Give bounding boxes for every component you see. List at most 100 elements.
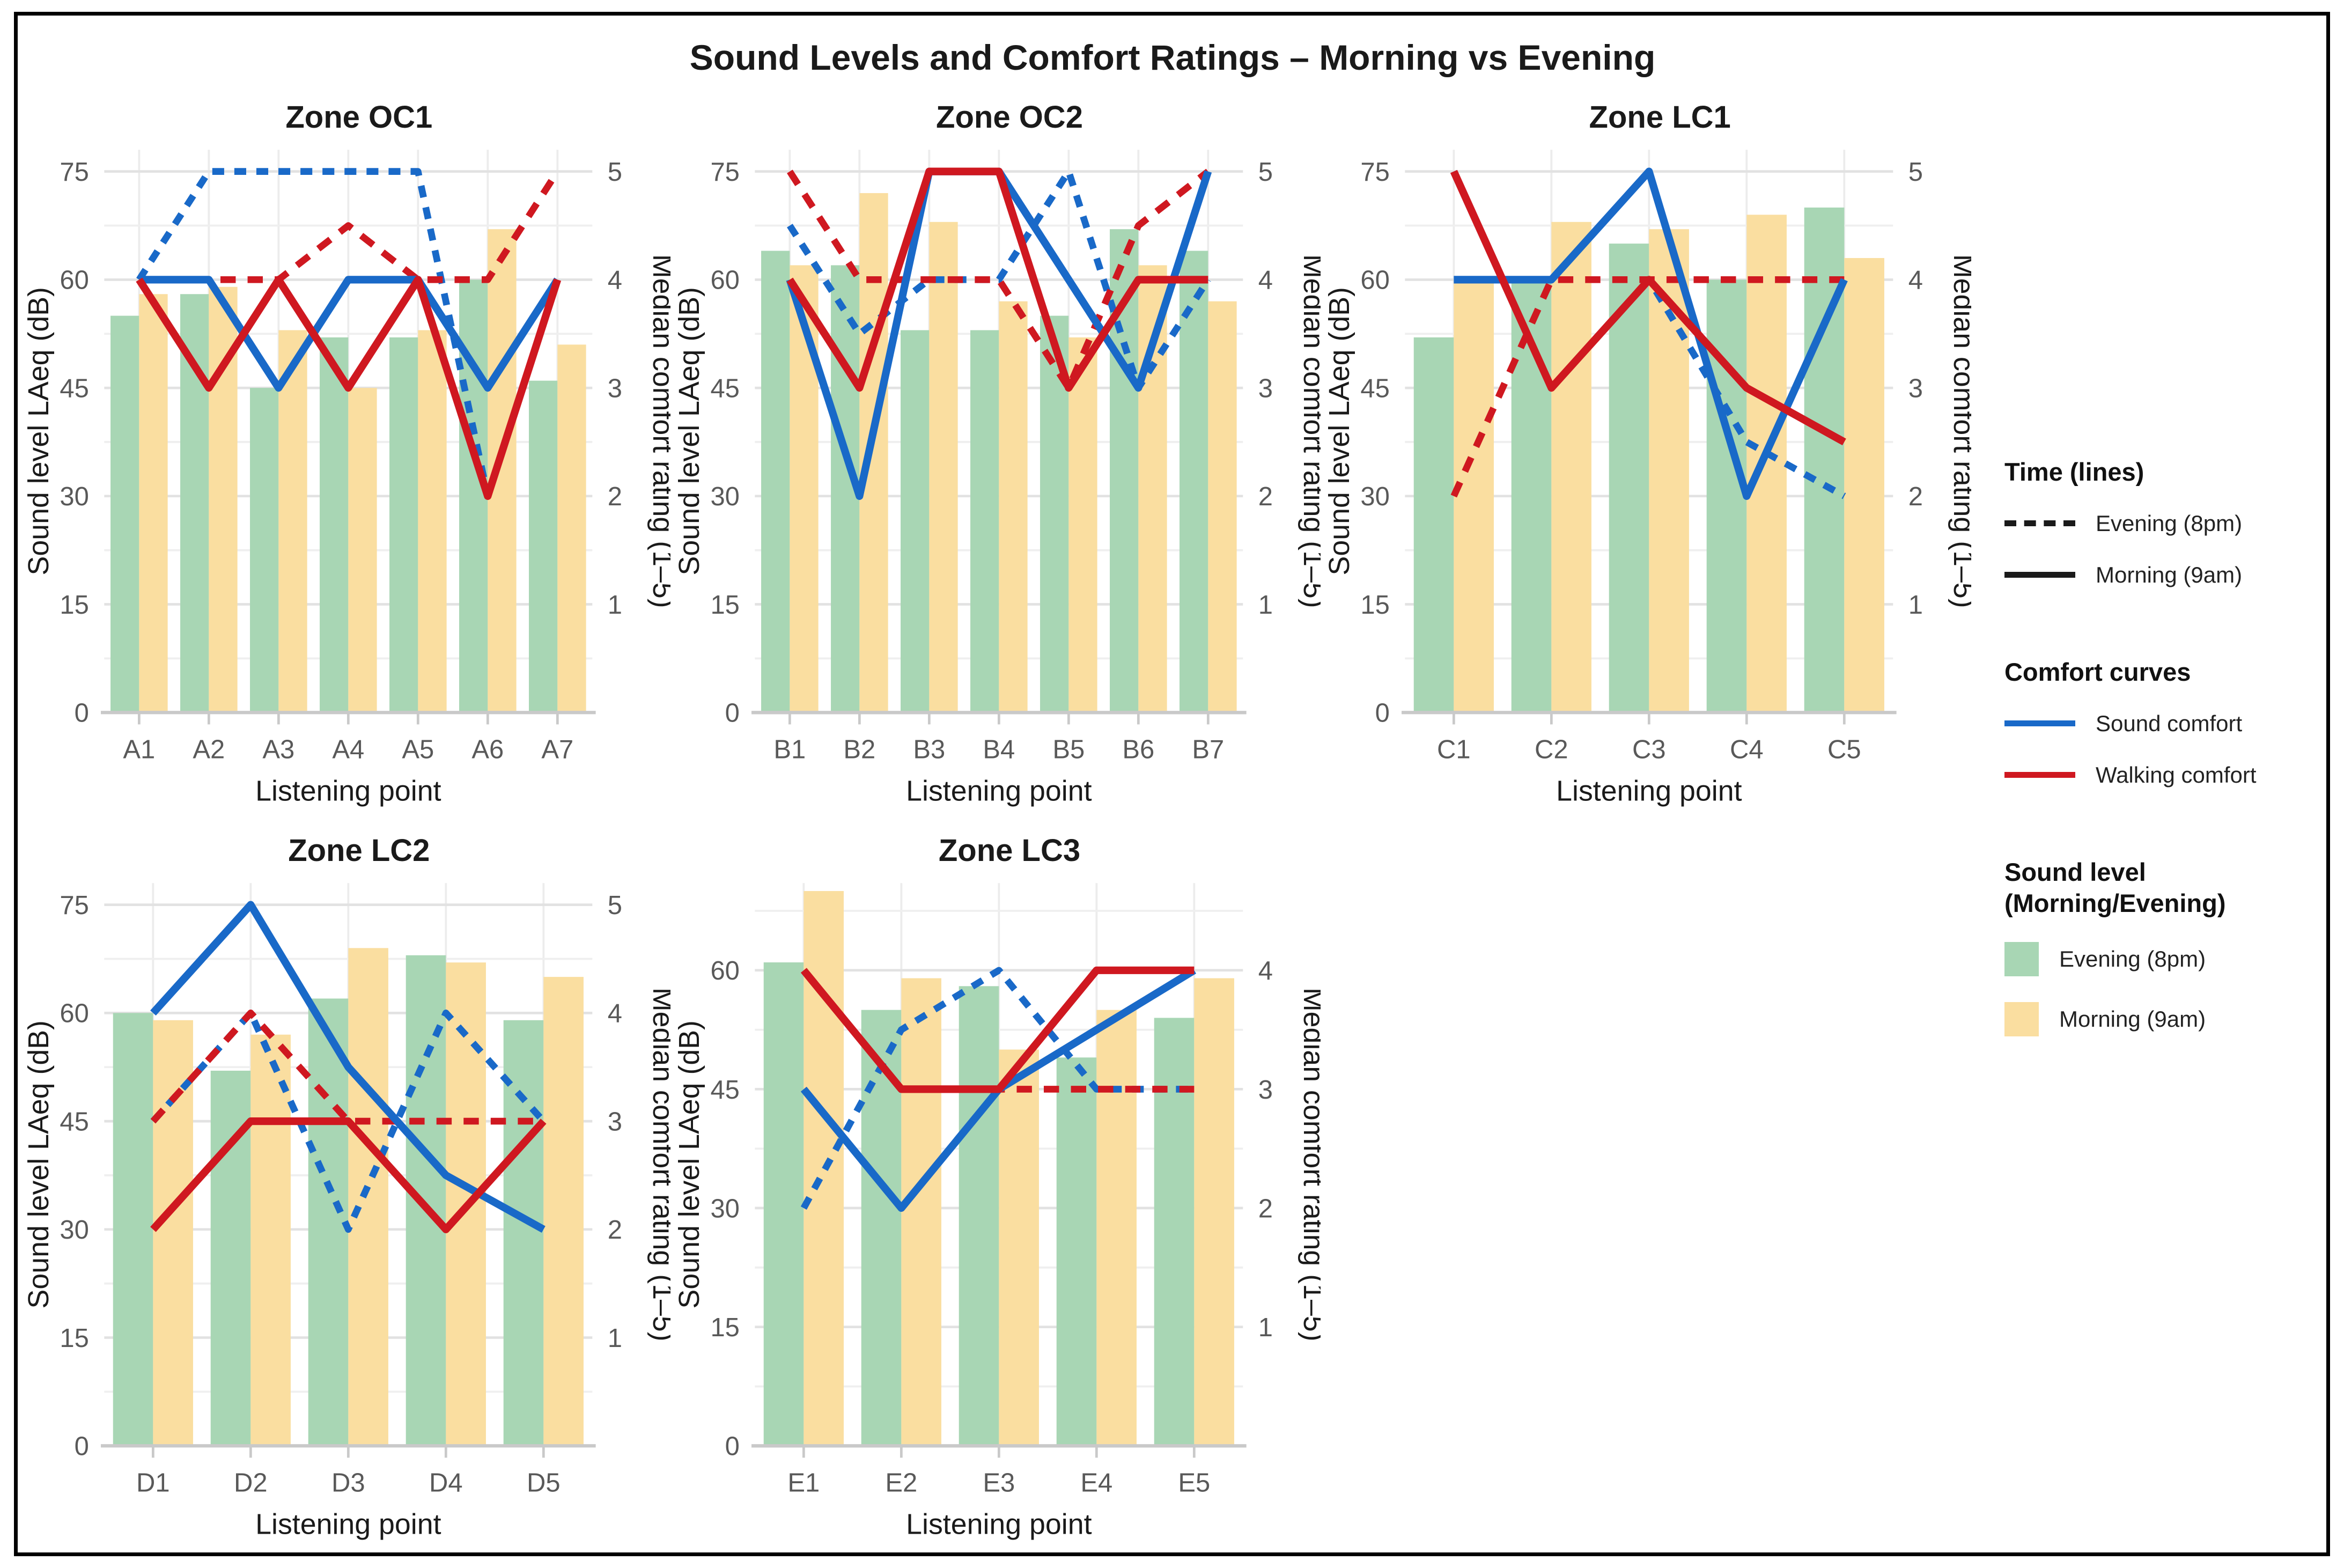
walking-comfort-line-key-icon [2004,772,2075,778]
svg-text:0: 0 [725,1432,739,1461]
svg-text:15: 15 [60,1324,89,1353]
panel-zone-lc1: Zone LC1 0 15 30 45 60 75 1 2 3 4 5 C1 C2 C3 C4 C5 Sound… [1324,81,1974,814]
svg-text:Listening point: Listening point [906,775,1092,807]
walking-comfort-morning-line [150,1117,547,1233]
axis-titles: Sound level LAeq (dB) Median comfort rati… [677,254,1321,807]
legend-item-label: Walking comfort [2095,762,2257,787]
panel-zone-lc3: Zone LC3 0 15 30 45 60 1 2 3 4 E1 E2 E3 E4 E5 Sound le… [674,814,1324,1548]
svg-text:Median comfort rating (1–5): Median comfort rating (1–5) [1948,254,1971,608]
sound-comfort-line-key-icon [2004,720,2075,726]
svg-text:Listening point: Listening point [255,1508,441,1540]
legend-item: Walking comfort [2004,762,2311,788]
svg-text:5: 5 [1908,158,1923,187]
svg-text:30: 30 [710,1194,739,1223]
svg-text:75: 75 [710,158,739,187]
svg-text:45: 45 [710,374,739,403]
solid-line-key-icon [2004,572,2075,578]
svg-text:A3: A3 [262,735,294,764]
axis-tick-labels: 0 15 30 45 60 1 2 3 4 E1 E2 E3 E4 E5 [710,956,1273,1497]
panel-zone-lc2: Zone LC2 0 15 30 45 60 75 1 2 3 4 5 D1 D2 D3 D4 D5 Sound… [23,814,674,1548]
svg-text:C1: C1 [1437,735,1471,764]
axis-titles: Sound level LAeq (dB) Median comfort rati… [1327,254,1971,807]
svg-text:A2: A2 [193,735,225,764]
svg-text:75: 75 [60,158,89,187]
legend-group-title: Comfort curves [2004,657,2191,686]
svg-text:B1: B1 [773,735,806,764]
svg-text:E5: E5 [1178,1468,1210,1497]
svg-text:E3: E3 [983,1468,1015,1497]
svg-text:2: 2 [1258,1194,1272,1223]
svg-text:Listening point: Listening point [1556,775,1742,807]
svg-text:C5: C5 [1827,735,1861,764]
walking-comfort-evening-line [150,1009,544,1125]
legend-item-label: Evening (8pm) [2095,510,2243,536]
svg-text:4: 4 [1258,956,1272,985]
svg-text:1: 1 [608,591,622,620]
svg-text:3: 3 [608,1107,622,1136]
svg-text:45: 45 [60,1107,89,1136]
svg-text:E1: E1 [787,1468,820,1497]
svg-text:15: 15 [60,591,89,620]
facet-title-lc2: Zone LC2 [288,833,430,868]
svg-text:0: 0 [1375,699,1390,728]
svg-text:2: 2 [1258,482,1272,511]
svg-text:A4: A4 [332,735,364,764]
svg-text:75: 75 [60,891,89,920]
sound-level-bars [113,948,584,1446]
svg-text:45: 45 [60,374,89,403]
walking-comfort-evening-line [786,168,1210,392]
facet-title-lc3: Zone LC3 [938,833,1081,868]
svg-text:60: 60 [1361,266,1390,295]
svg-text:D3: D3 [331,1468,365,1497]
svg-text:30: 30 [710,482,739,511]
svg-text:B5: B5 [1052,735,1085,764]
svg-text:B2: B2 [843,735,875,764]
legend-item-label: Morning (9am) [2095,562,2243,587]
svg-text:15: 15 [710,1313,739,1342]
svg-text:45: 45 [1361,374,1390,403]
legend-item: Evening (8pm) [2004,511,2311,536]
svg-text:15: 15 [710,591,739,620]
svg-text:Median comfort rating (1–5): Median comfort rating (1–5) [647,254,670,608]
svg-text:B7: B7 [1192,735,1224,764]
svg-text:D5: D5 [527,1468,561,1497]
walking-comfort-morning-line [800,966,1194,1093]
legend-group-curves: Comfort curves Sound comfort Walking com… [2004,657,2311,788]
svg-text:3: 3 [1908,374,1923,403]
svg-text:D2: D2 [234,1468,268,1497]
walking-comfort-morning-line [136,276,562,500]
svg-text:5: 5 [1258,158,1272,187]
svg-text:C4: C4 [1730,735,1764,764]
legend-item: Morning (9am) [2004,1002,2311,1036]
evening-bar-swatch-icon [2004,942,2039,976]
axis-titles: Sound level LAeq (dB) Median comfort rati… [26,988,670,1541]
svg-text:Median comfort rating (1–5): Median comfort rating (1–5) [647,988,670,1342]
svg-text:30: 30 [60,482,89,511]
svg-text:D4: D4 [429,1468,463,1497]
legend-item-label: Morning (9am) [2059,1006,2206,1032]
morning-bar-swatch-icon [2004,1002,2039,1036]
legend-group-title: Sound level (Morning/Evening) [2004,857,2226,918]
svg-text:1: 1 [608,1324,622,1353]
svg-text:0: 0 [75,699,89,728]
svg-text:3: 3 [1258,374,1272,403]
sound-comfort-morning-line [139,276,561,392]
walking-comfort-evening-line [139,170,561,283]
legend-group-title: Time (lines) [2004,458,2144,486]
figure-frame: Sound Levels and Comfort Ratings – Morni… [14,12,2330,1556]
svg-text:60: 60 [60,999,89,1028]
sound-comfort-evening-line [150,1009,547,1233]
legend: Time (lines) Evening (8pm) Morning (9am)… [1974,81,2322,1105]
svg-text:30: 30 [60,1216,89,1245]
sound-level-bars [110,229,586,713]
facet-title-oc1: Zone OC1 [285,100,433,135]
svg-text:45: 45 [710,1076,739,1105]
svg-text:0: 0 [75,1432,89,1461]
legend-item: Morning (9am) [2004,562,2311,588]
svg-text:3: 3 [1258,1076,1272,1105]
svg-text:5: 5 [608,158,622,187]
sound-comfort-morning-line [1454,167,1848,500]
